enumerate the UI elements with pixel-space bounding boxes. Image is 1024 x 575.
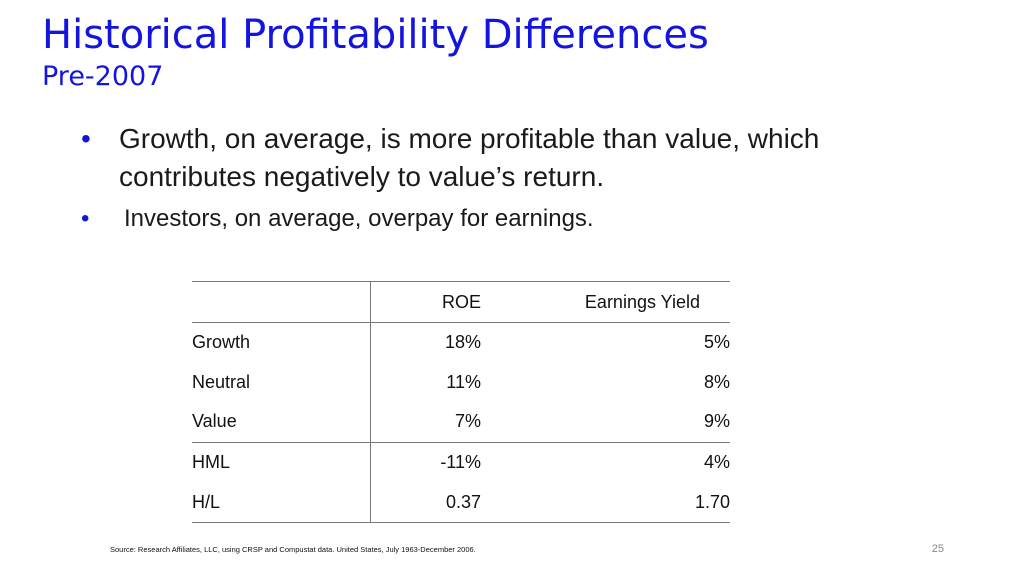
- table-row: HML -11% 4%: [192, 441, 730, 483]
- roe-cell: 7%: [454, 411, 481, 432]
- table-row: H/L 0.37 1.70: [192, 482, 730, 523]
- earnings-yield-cell: 1.70: [481, 482, 730, 523]
- slide-title: Historical Profitability Differences: [42, 12, 709, 58]
- table-row: Value 7% 9%: [192, 402, 730, 443]
- row-label: H/L: [192, 482, 371, 523]
- earnings-yield-cell: 4%: [481, 441, 730, 483]
- profitability-table: ROE Earnings Yield Growth 18% 5% Neutral…: [192, 281, 730, 523]
- bullet-list: • Growth, on average, is more profitable…: [78, 120, 958, 242]
- bullet-icon: •: [81, 123, 91, 154]
- table-header-cell: ROE: [370, 281, 481, 323]
- earnings-yield-cell: 5%: [703, 332, 730, 353]
- table-header-cell: Earnings Yield: [481, 281, 730, 323]
- source-note: Source: Research Affiliates, LLC, using …: [110, 545, 476, 554]
- row-label: Growth: [192, 322, 371, 363]
- bullet-text: Investors, on average, overpay for earni…: [124, 205, 594, 232]
- roe-cell: -11%: [370, 441, 481, 483]
- bullet-item: • Investors, on average, overpay for ear…: [78, 204, 958, 234]
- bullet-icon: •: [81, 205, 90, 232]
- bullet-item: • Growth, on average, is more profitable…: [78, 120, 958, 196]
- roe-cell: 18%: [444, 332, 481, 353]
- table-header-row: ROE Earnings Yield: [192, 281, 730, 323]
- roe-cell: 11%: [446, 371, 481, 392]
- table-header-cell: [192, 281, 371, 323]
- page-number: 25: [931, 543, 944, 555]
- row-label: HML: [192, 441, 371, 483]
- earnings-yield-cell: 9%: [703, 411, 730, 432]
- row-label: Neutral: [192, 362, 371, 403]
- slide-subtitle: Pre-2007: [42, 61, 164, 92]
- earnings-yield-cell: 8%: [703, 371, 730, 392]
- bullet-text: Growth, on average, is more profitable t…: [119, 123, 820, 192]
- table-row: Neutral 11% 8%: [192, 362, 730, 403]
- roe-cell: 0.37: [370, 482, 481, 523]
- table-row: Growth 18% 5%: [192, 322, 730, 363]
- row-label: Value: [192, 402, 371, 443]
